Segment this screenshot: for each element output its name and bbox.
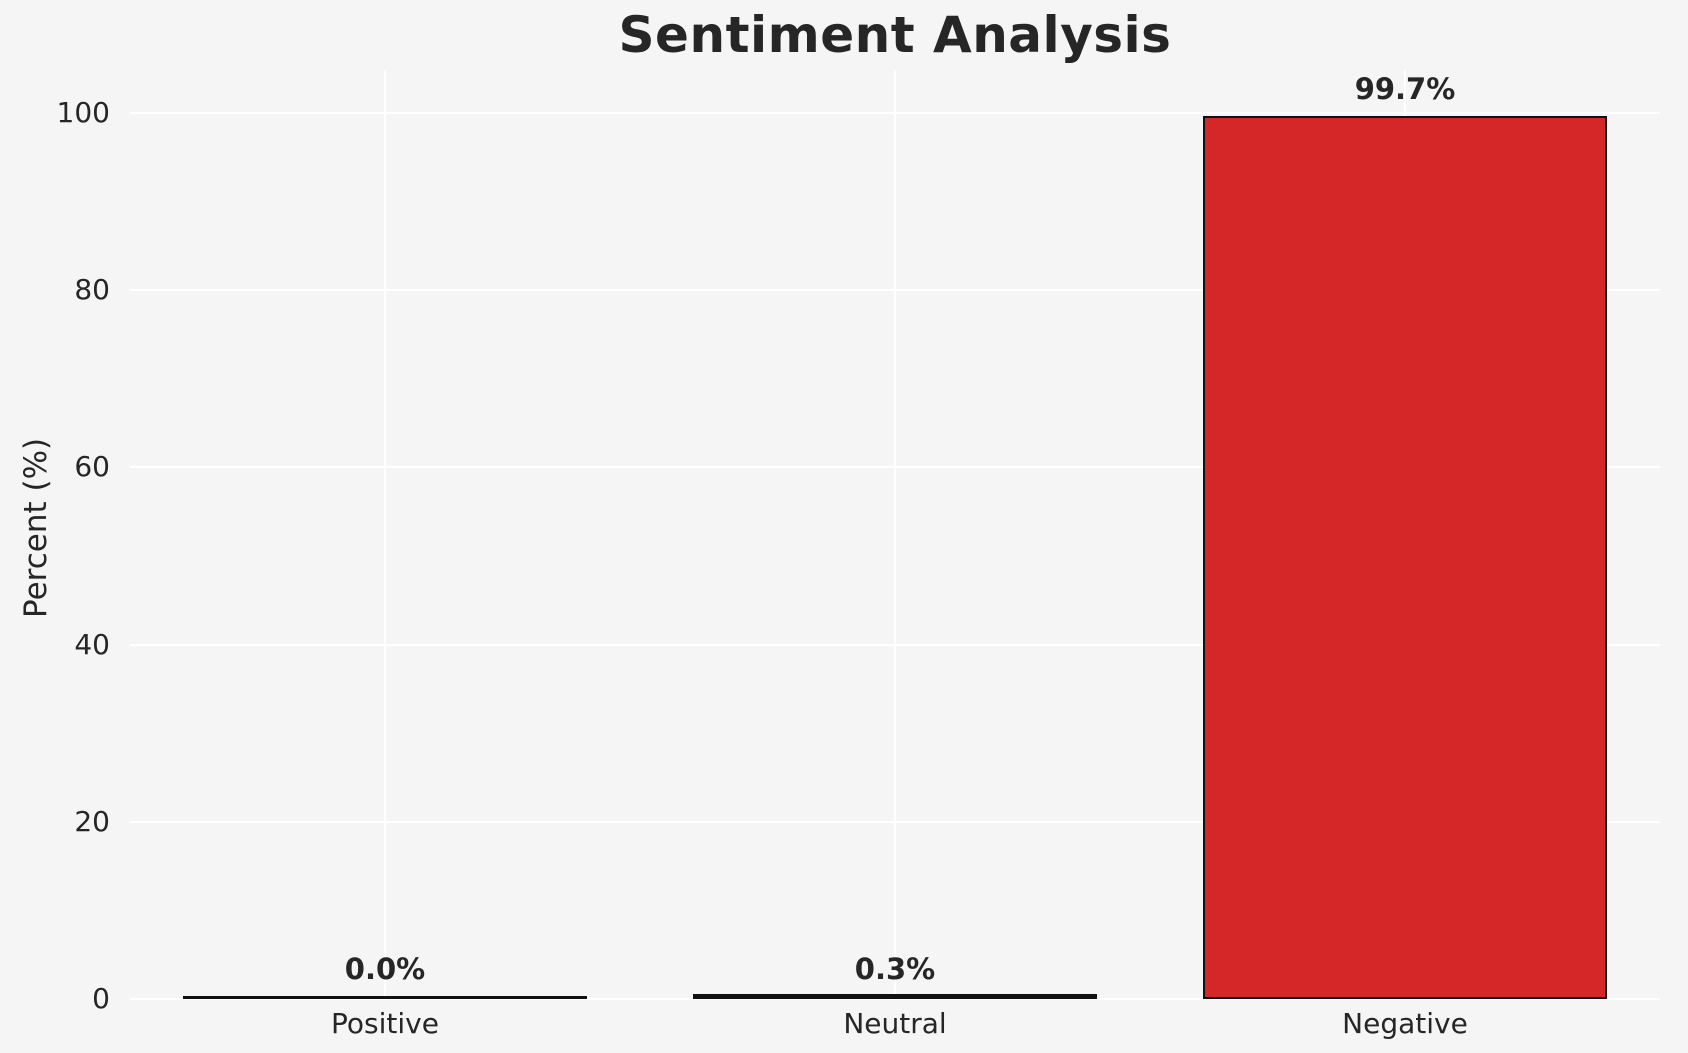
bar-value-label: 99.7% bbox=[1354, 71, 1456, 106]
bar-neutral bbox=[693, 994, 1097, 999]
y-gridline bbox=[130, 998, 1660, 1000]
x-gridline bbox=[894, 70, 896, 999]
x-tick-label: Negative bbox=[1342, 1007, 1468, 1040]
plot-area: 0 20 40 60 80 100 0.0% Positive 0.3% Neutral 99.7%… bbox=[57, 70, 1660, 1040]
bar-positive bbox=[183, 996, 587, 999]
bar-negative bbox=[1203, 116, 1607, 999]
y-tick-label: 0 bbox=[92, 982, 110, 1015]
x-tick-label: Positive bbox=[331, 1007, 439, 1040]
y-tick-label: 80 bbox=[74, 273, 110, 307]
x-tick-label: Neutral bbox=[843, 1007, 947, 1040]
y-tick-label: 60 bbox=[74, 450, 110, 484]
y-tick-label: 20 bbox=[74, 804, 110, 838]
bar-value-label: 0.3% bbox=[854, 952, 936, 986]
x-gridline bbox=[383, 70, 386, 999]
bar-value-label: 0.0% bbox=[344, 952, 426, 986]
y-tick-label: 40 bbox=[74, 627, 110, 661]
chart-title: Sentiment Analysis bbox=[618, 6, 1172, 64]
y-tick-label: 100 bbox=[56, 96, 110, 129]
